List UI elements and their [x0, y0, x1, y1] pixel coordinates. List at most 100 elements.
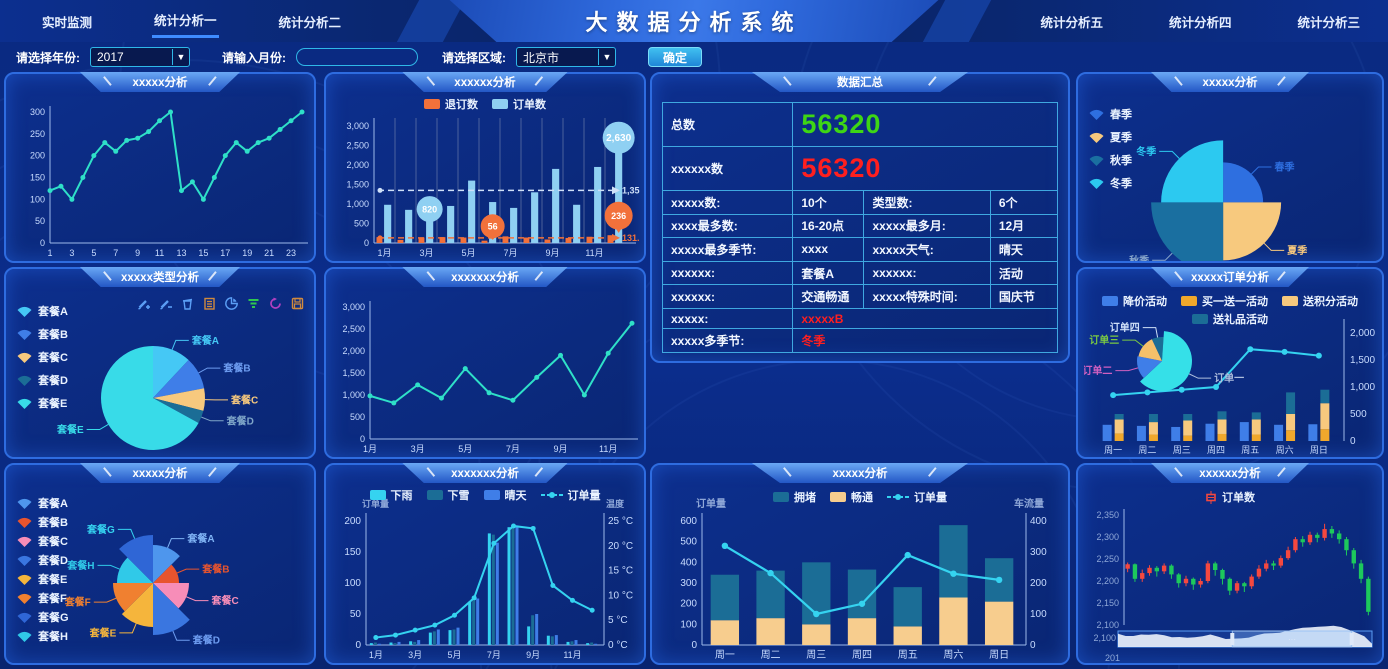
svg-text:温度: 温度 [606, 498, 625, 509]
legend-item[interactable]: 冬季 [1088, 175, 1132, 191]
rose-pie-legend: 套餐A 套餐B 套餐C 套餐D 套餐E 套餐F 套餐G 套餐H [16, 495, 69, 644]
legend-item[interactable]: 套餐H [16, 628, 69, 644]
svg-text:7月: 7月 [503, 248, 517, 258]
summary-label: xxxxxx数 [661, 146, 794, 191]
svg-text:2,150: 2,150 [1096, 598, 1119, 608]
legend-item[interactable]: 套餐B [16, 514, 69, 530]
svg-text:150: 150 [30, 173, 45, 183]
legend-item[interactable]: 送礼品活动 [1192, 311, 1268, 327]
filter-icon[interactable] [247, 297, 260, 310]
summary-label: xxxxxx: [863, 260, 991, 286]
switch-pie-icon[interactable] [225, 297, 238, 310]
nav-stat-analysis-4[interactable]: 统计分析四 [1168, 15, 1232, 30]
legend-item[interactable]: 下雪 [426, 487, 470, 503]
nav-stat-analysis-2[interactable]: 统计分析二 [278, 15, 342, 30]
legend-item[interactable]: 降价活动 [1102, 293, 1167, 309]
year-label: 请选择年份: [16, 50, 80, 65]
svg-text:9月: 9月 [545, 248, 559, 258]
nav-stat-analysis-5[interactable]: 统计分析五 [1040, 15, 1103, 30]
svg-text:201: 201 [1105, 653, 1120, 663]
svg-text:20 °C: 20 °C [608, 541, 633, 552]
legend-item[interactable]: 套餐E [16, 395, 68, 411]
legend-item[interactable]: 套餐D [16, 372, 68, 388]
legend-item[interactable]: 套餐A [16, 495, 69, 511]
data-view-icon[interactable] [203, 297, 216, 310]
legend-item[interactable]: 套餐C [16, 533, 69, 549]
svg-text:周二: 周二 [761, 649, 781, 661]
save-image-icon[interactable] [291, 297, 304, 310]
summary-label: 类型数: [863, 190, 991, 215]
panel-title-ribbon: xxxxxx分析 [1150, 463, 1310, 483]
restore-icon[interactable] [269, 297, 282, 310]
candlestick-chart[interactable]: 2,100 2,150 2,200 2,250 2,300 2,350 ··· 2,100 20… [1084, 489, 1380, 663]
legend-item[interactable]: 订单量 [540, 487, 601, 503]
svg-text:200: 200 [1030, 578, 1047, 589]
title-banner: 大数据分析系统 [449, 0, 939, 42]
legend-item[interactable]: 套餐E [16, 571, 69, 587]
panel-weather-analysis: xxxxxxx分析 下雨 下雪 晴天 订单量 订单量 温度 0 50 100 150 200 0 °… [324, 463, 646, 665]
panel-candlestick-analysis: xxxxxx分析 订单数 2,100 2,150 2,200 2,250 2,300 2,… [1076, 463, 1384, 665]
svg-text:套餐D: 套餐D [192, 634, 220, 647]
year-select[interactable]: 2017 ▼ [90, 47, 190, 67]
legend-item[interactable]: 套餐D [16, 552, 69, 568]
svg-text:11: 11 [155, 248, 164, 258]
legend-item[interactable]: 退订数 [424, 96, 478, 112]
svg-text:11月: 11月 [599, 444, 617, 454]
svg-text:2,350: 2,350 [1096, 510, 1119, 520]
svg-text:周一: 周一 [715, 649, 735, 661]
edit-add-icon[interactable] [137, 297, 150, 310]
nav-realtime-monitor[interactable]: 实时监测 [42, 15, 93, 30]
svg-text:0: 0 [1350, 436, 1356, 447]
legend-item[interactable]: 拥堵 [773, 489, 816, 505]
summary-label: 总数 [661, 102, 794, 147]
legend-item[interactable]: 套餐G [16, 609, 69, 625]
legend-item[interactable]: 晴天 [483, 487, 527, 503]
svg-text:周六: 周六 [1276, 444, 1294, 455]
legend-item[interactable]: 送积分活动 [1282, 293, 1358, 309]
legend-item[interactable]: 套餐F [16, 590, 69, 606]
svg-text:100: 100 [30, 194, 45, 204]
legend-item[interactable]: 秋季 [1088, 152, 1132, 168]
svg-text:9月: 9月 [526, 650, 540, 660]
legend-item[interactable]: 订单数 [492, 96, 546, 112]
legend-item[interactable]: 下雨 [369, 487, 413, 503]
panel-title-ribbon: xxxxx分析 [1150, 72, 1310, 92]
legend-item[interactable]: 订单数 [1205, 489, 1255, 505]
legend-item[interactable]: 春季 [1088, 106, 1132, 122]
edit-remove-icon[interactable] [159, 297, 172, 310]
month-input[interactable] [296, 48, 418, 66]
svg-text:套餐A: 套餐A [191, 334, 219, 347]
svg-text:500: 500 [350, 412, 365, 422]
svg-text:3: 3 [69, 248, 74, 258]
legend-item[interactable]: 套餐C [16, 349, 68, 365]
summary-value: 交通畅通 [792, 284, 865, 309]
svg-text:2,250: 2,250 [1096, 554, 1119, 564]
legend-item[interactable]: 畅通 [830, 489, 873, 505]
summary-value: 套餐A [792, 260, 865, 286]
legend-item[interactable]: 套餐B [16, 326, 68, 342]
svg-text:2,000: 2,000 [346, 160, 369, 170]
svg-text:套餐C: 套餐C [210, 594, 238, 607]
svg-text:1: 1 [47, 248, 52, 258]
confirm-button[interactable]: 确定 [648, 47, 703, 67]
svg-text:1,500: 1,500 [346, 180, 369, 190]
nav-stat-analysis-1[interactable]: 统计分析一 [152, 4, 219, 38]
legend-item[interactable]: 买一送一活动 [1181, 293, 1268, 309]
clear-icon[interactable] [181, 297, 194, 310]
traffic-legend: 拥堵 畅通 订单量 [652, 489, 1068, 507]
nav-stat-analysis-3[interactable]: 统计分析三 [1297, 15, 1360, 30]
page-title: 大数据分析系统 [585, 10, 803, 35]
legend-item[interactable]: 套餐A [16, 303, 68, 319]
svg-text:0: 0 [360, 434, 365, 444]
region-select[interactable]: 北京市 ▼ [516, 47, 616, 67]
weather-legend: 下雨 下雪 晴天 订单量 [326, 487, 644, 505]
legend-item[interactable]: 订单量 [887, 489, 947, 505]
svg-text:13: 13 [176, 248, 186, 258]
svg-text:2,000: 2,000 [1350, 328, 1375, 339]
nav-left: 实时监测 统计分析一 统计分析二 [40, 0, 343, 42]
legend-item[interactable]: 夏季 [1088, 129, 1132, 145]
panel-title-ribbon: xxxxxxx分析 [402, 463, 568, 483]
svg-text:周五: 周五 [898, 649, 918, 661]
